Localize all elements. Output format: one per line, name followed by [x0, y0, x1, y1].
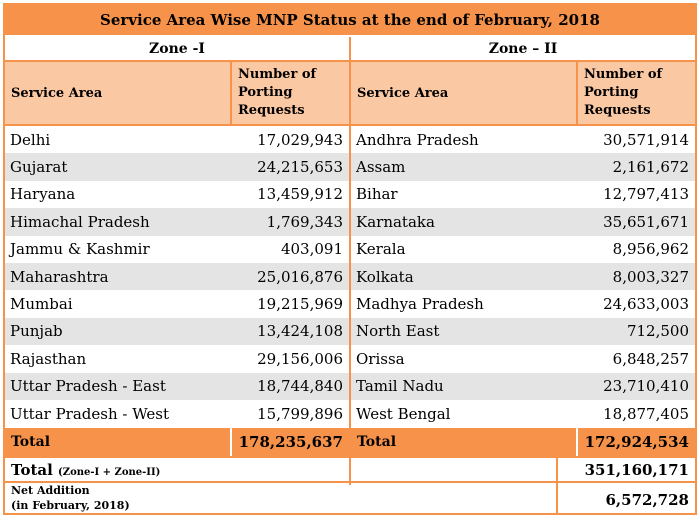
porting-requests-value: 17,029,943: [257, 130, 343, 149]
service-area-name: Delhi: [10, 130, 51, 149]
table-row: Haryana 13,459,912: [5, 181, 349, 208]
grand-total-separator: [556, 458, 558, 481]
service-area-name: Maharashtra: [10, 267, 109, 286]
net-addition-separator: [556, 483, 558, 513]
porting-requests-value: 13,459,912: [257, 185, 343, 204]
porting-requests-value: 24,215,653: [257, 158, 343, 177]
porting-requests-value: 25,016,876: [257, 267, 343, 286]
porting-requests-value: 2,161,672: [612, 158, 689, 177]
table-row: Kerala 8,956,962: [351, 236, 695, 263]
table-row: Uttar Pradesh - West 15,799,896: [5, 400, 349, 427]
service-area-header: Service Area: [11, 85, 103, 101]
porting-requests-value: 13,424,108: [257, 322, 343, 341]
grand-total-value: 351,160,171: [584, 460, 689, 479]
service-area-name: Madhya Pradesh: [356, 295, 484, 314]
table-row: North East 712,500: [351, 317, 695, 346]
service-area-name: Assam: [356, 158, 406, 177]
table-row: Andhra Pradesh 30,571,914: [351, 126, 695, 153]
zone-2-heading: Zone – II: [351, 37, 695, 62]
service-area-name: Haryana: [10, 185, 76, 204]
table-row: Orissa 6,848,257: [351, 345, 695, 372]
porting-requests-value: 19,215,969: [257, 295, 343, 314]
table-title: Service Area Wise MNP Status at the end …: [5, 5, 695, 37]
service-area-name: Uttar Pradesh - West: [10, 404, 170, 423]
zone-1-heading: Zone -I: [5, 37, 349, 62]
zone-divider: [349, 37, 351, 485]
porting-requests-header: Number of Porting Requests: [230, 62, 349, 124]
net-addition-label: Net Addition (in February, 2018): [5, 483, 130, 513]
table-row: Jammu & Kashmir 403,091: [5, 236, 349, 263]
service-area-header: Service Area: [357, 85, 449, 101]
net-addition-label-text: Net Addition: [11, 484, 90, 497]
total-value: 172,924,534: [576, 428, 695, 456]
porting-requests-value: 403,091: [280, 240, 343, 259]
service-area-name: Himachal Pradesh: [10, 212, 150, 231]
porting-requests-value: 23,710,410: [603, 377, 689, 396]
service-area-name: Gujarat: [10, 158, 68, 177]
zone-2-rows: Andhra Pradesh 30,571,914 Assam 2,161,672 Bi…: [351, 126, 695, 427]
table-row: West Bengal 18,877,405: [351, 400, 695, 427]
porting-requests-value: 8,956,962: [612, 240, 689, 259]
service-area-name: Tamil Nadu: [356, 377, 444, 396]
zone-1-total-row: Total 178,235,637: [5, 428, 349, 456]
service-area-name: West Bengal: [356, 404, 451, 423]
table-row: Gujarat 24,215,653: [5, 153, 349, 181]
porting-requests-value: 6,848,257: [612, 349, 689, 368]
grand-total-row: Total (Zone-I + Zone-II) 351,160,171: [5, 456, 695, 483]
porting-requests-header: Number of Porting Requests: [576, 62, 695, 124]
grand-total-label-note: (Zone-I + Zone-II): [58, 466, 161, 478]
table-row: Mumbai 19,215,969: [5, 290, 349, 317]
table-row: Uttar Pradesh - East 18,744,840: [5, 372, 349, 400]
service-area-name: Uttar Pradesh - East: [10, 377, 166, 396]
net-addition-row: Net Addition (in February, 2018) 6,572,7…: [5, 483, 695, 513]
zone-1-rows: Delhi 17,029,943 Gujarat 24,215,653 Haryana 1…: [5, 126, 349, 427]
zone-2-total-row: Total 172,924,534: [351, 428, 695, 456]
service-area-name: Kolkata: [356, 267, 414, 286]
table-row: Assam 2,161,672: [351, 153, 695, 181]
grand-total-label-text: Total: [11, 460, 53, 479]
service-area-name: Rajasthan: [10, 349, 87, 368]
service-area-name: Karnataka: [356, 212, 435, 231]
service-area-name: Orissa: [356, 349, 405, 368]
zone-1-column-header: Service Area Number of Porting Requests: [5, 62, 349, 126]
service-area-name: North East: [356, 322, 440, 341]
porting-requests-value: 30,571,914: [603, 130, 689, 149]
porting-requests-value: 1,769,343: [266, 212, 343, 231]
service-area-name: Punjab: [10, 322, 63, 341]
porting-requests-value: 12,797,413: [603, 185, 689, 204]
table-row: Tamil Nadu 23,710,410: [351, 372, 695, 400]
total-value: 178,235,637: [230, 428, 349, 456]
porting-requests-value: 712,500: [626, 322, 689, 341]
porting-requests-value: 8,003,327: [612, 267, 689, 286]
service-area-name: Jammu & Kashmir: [10, 240, 150, 259]
table-row: Madhya Pradesh 24,633,003: [351, 290, 695, 317]
net-addition-label-note: (in February, 2018): [11, 499, 130, 512]
table-row: Maharashtra 25,016,876: [5, 262, 349, 291]
zone-2-column-header: Service Area Number of Porting Requests: [351, 62, 695, 126]
table-row: Punjab 13,424,108: [5, 317, 349, 346]
service-area-name: Bihar: [356, 185, 398, 204]
service-area-name: Mumbai: [10, 295, 73, 314]
porting-requests-value: 15,799,896: [257, 404, 343, 423]
table-row: Bihar 12,797,413: [351, 181, 695, 208]
table-row: Karnataka 35,651,671: [351, 208, 695, 236]
total-label: Total: [357, 434, 397, 450]
table-row: Himachal Pradesh 1,769,343: [5, 208, 349, 236]
table-row: Rajasthan 29,156,006: [5, 345, 349, 372]
porting-requests-value: 29,156,006: [257, 349, 343, 368]
net-addition-value: 6,572,728: [605, 491, 689, 509]
service-area-name: Andhra Pradesh: [356, 130, 479, 149]
table-row: Kolkata 8,003,327: [351, 262, 695, 291]
grand-total-label: Total (Zone-I + Zone-II): [5, 461, 160, 479]
service-area-name: Kerala: [356, 240, 406, 259]
porting-requests-value: 24,633,003: [603, 295, 689, 314]
porting-requests-value: 18,877,405: [603, 404, 689, 423]
total-label: Total: [11, 434, 51, 450]
porting-requests-value: 35,651,671: [603, 212, 689, 231]
table-row: Delhi 17,029,943: [5, 126, 349, 153]
porting-requests-value: 18,744,840: [257, 377, 343, 396]
mnp-status-table: Service Area Wise MNP Status at the end …: [3, 3, 697, 515]
